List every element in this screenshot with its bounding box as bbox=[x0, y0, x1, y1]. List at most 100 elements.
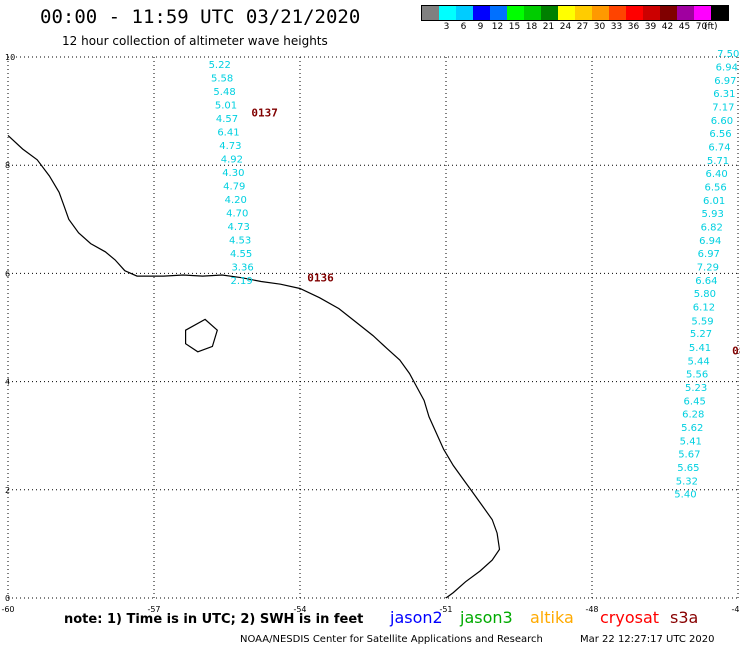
swh-value: 5.93 bbox=[702, 209, 724, 220]
legend-label: 6 bbox=[460, 22, 467, 32]
satellite-name: s3a bbox=[670, 608, 699, 627]
legend-swatch bbox=[524, 6, 541, 20]
swh-value: 5.32 bbox=[676, 476, 698, 487]
legend-swatch bbox=[694, 6, 711, 20]
swh-value: 7.17 bbox=[712, 103, 734, 114]
swh-value: 6.41 bbox=[217, 127, 239, 138]
legend-label: 36 bbox=[627, 22, 640, 32]
swh-value: 6.28 bbox=[682, 409, 704, 420]
swh-value: 5.59 bbox=[691, 316, 713, 327]
swh-value: 5.58 bbox=[211, 73, 233, 84]
legend-swatch bbox=[422, 6, 439, 20]
swh-value: 6.56 bbox=[709, 129, 731, 140]
legend-label: 39 bbox=[644, 22, 657, 32]
swh-value: 6.94 bbox=[699, 236, 721, 247]
swh-value: 7.50 bbox=[717, 49, 739, 60]
legend-labels: 3 6 9 12 15 18 21 24 27 30 33 36 39 42 45 70 bbox=[421, 22, 727, 32]
swh-value: 6.31 bbox=[713, 89, 735, 100]
swh-value: 5.48 bbox=[213, 87, 235, 98]
swh-value: 6.94 bbox=[716, 63, 738, 74]
swh-value: 5.41 bbox=[689, 343, 711, 354]
island-outline bbox=[185, 318, 218, 353]
legend-label: 27 bbox=[576, 22, 589, 32]
satellite-name: altika bbox=[530, 608, 574, 627]
swh-value: 6.64 bbox=[695, 276, 717, 287]
swh-value: 6.45 bbox=[684, 396, 706, 407]
swh-value: 4.53 bbox=[229, 236, 251, 247]
swh-value: 4.57 bbox=[216, 114, 238, 125]
swh-value: 5.01 bbox=[215, 100, 237, 111]
satellite-tracks: 5.22 5.58 5.48 5.01 4.57 6.41 4.73 4.92 4.30 4.79… bbox=[209, 49, 740, 500]
swh-value: 7.29 bbox=[697, 263, 719, 274]
swh-value: 6.97 bbox=[698, 249, 720, 260]
legend-label: 42 bbox=[661, 22, 674, 32]
y-tick-label: 10 bbox=[5, 53, 15, 62]
swh-value: 4.30 bbox=[222, 168, 244, 179]
swh-value: 5.62 bbox=[681, 423, 703, 434]
tick-labels: -60 -57 -54 -51 -48 -45 0 2 4 6 8 10 bbox=[1, 53, 740, 614]
swh-value: 2.19 bbox=[230, 276, 252, 287]
swh-value: 4.73 bbox=[228, 222, 250, 233]
legend-swatch bbox=[660, 6, 677, 20]
swh-value: 6.97 bbox=[714, 76, 736, 87]
y-tick-label: 0 bbox=[5, 594, 10, 603]
swh-value: 4.55 bbox=[230, 249, 252, 260]
swh-value: 6.56 bbox=[704, 183, 726, 194]
swh-value: 6.60 bbox=[711, 116, 733, 127]
swh-value: 4.79 bbox=[223, 182, 245, 193]
swh-value: 6.74 bbox=[708, 143, 730, 154]
legend-label: 3 bbox=[443, 22, 450, 32]
swh-value: 4.70 bbox=[226, 209, 248, 220]
swh-value: 5.56 bbox=[686, 369, 708, 380]
swh-value: 4.20 bbox=[225, 195, 247, 206]
swh-value: 5.22 bbox=[209, 60, 231, 71]
legend-label: 18 bbox=[525, 22, 538, 32]
legend-label: 33 bbox=[610, 22, 623, 32]
pass-label: 0136 bbox=[307, 272, 334, 285]
legend-swatch bbox=[558, 6, 575, 20]
coastline bbox=[7, 134, 501, 599]
render-timestamp: Mar 22 12:27:17 UTC 2020 bbox=[580, 634, 715, 645]
legend-label: 30 bbox=[593, 22, 606, 32]
swh-value: 5.41 bbox=[680, 436, 702, 447]
legend-label: 24 bbox=[559, 22, 572, 32]
swh-value: 5.67 bbox=[678, 449, 700, 460]
swh-value: 5.27 bbox=[690, 329, 712, 340]
swh-value: 6.01 bbox=[703, 196, 725, 207]
swh-value: 5.80 bbox=[694, 289, 716, 300]
legend-swatch bbox=[626, 6, 643, 20]
legend-label: 9 bbox=[477, 22, 484, 32]
swh-value: 5.71 bbox=[707, 156, 729, 167]
x-tick-label: -51 bbox=[439, 605, 452, 614]
legend-swatch bbox=[592, 6, 609, 20]
swh-value: 4.73 bbox=[219, 141, 241, 152]
legend-swatch bbox=[541, 6, 558, 20]
satellite-name: jason2 bbox=[390, 608, 443, 627]
x-tick-label: -57 bbox=[147, 605, 160, 614]
legend-swatch bbox=[473, 6, 490, 20]
legend-swatch bbox=[677, 6, 694, 20]
swh-value: 4.92 bbox=[221, 154, 243, 165]
legend-swatch bbox=[490, 6, 507, 20]
swh-value: 5.40 bbox=[674, 489, 696, 500]
swh-value: 5.44 bbox=[687, 356, 709, 367]
color-legend bbox=[421, 5, 729, 21]
legend-swatch bbox=[643, 6, 660, 20]
legend-label: 12 bbox=[491, 22, 504, 32]
credit-line: NOAA/NESDIS Center for Satellite Applica… bbox=[240, 634, 543, 645]
pass-label: 08 bbox=[732, 345, 740, 358]
footnote: note: 1) Time is in UTC; 2) SWH is in fe… bbox=[64, 612, 364, 627]
legend-swatch bbox=[711, 6, 728, 20]
page-title: 00:00 - 11:59 UTC 03/21/2020 bbox=[40, 6, 361, 28]
satellite-name: cryosat bbox=[600, 608, 660, 627]
x-tick-label: -45 bbox=[731, 605, 740, 614]
legend-swatch bbox=[609, 6, 626, 20]
satellite-name: jason3 bbox=[460, 608, 513, 627]
swh-value: 5.65 bbox=[677, 463, 699, 474]
y-tick-label: 2 bbox=[5, 486, 10, 495]
y-tick-label: 8 bbox=[5, 161, 10, 170]
page-subtitle: 12 hour collection of altimeter wave hei… bbox=[62, 34, 328, 48]
swh-value: 6.40 bbox=[705, 169, 727, 180]
legend-label: 15 bbox=[508, 22, 521, 32]
